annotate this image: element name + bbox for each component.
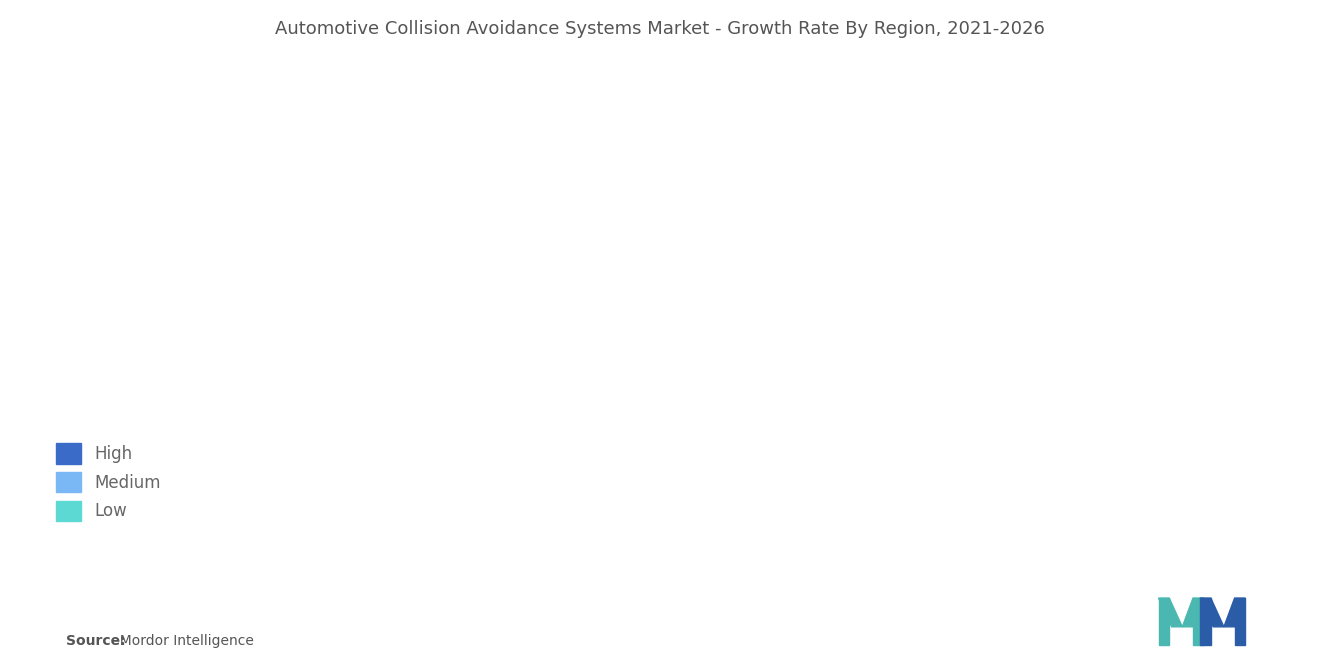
Text: Source:: Source: xyxy=(66,634,125,648)
Text: Automotive Collision Avoidance Systems Market - Growth Rate By Region, 2021-2026: Automotive Collision Avoidance Systems M… xyxy=(275,20,1045,38)
Polygon shape xyxy=(1200,598,1224,627)
Polygon shape xyxy=(1159,598,1170,645)
Polygon shape xyxy=(1159,598,1183,627)
Polygon shape xyxy=(1200,598,1210,645)
Polygon shape xyxy=(1224,598,1245,627)
Polygon shape xyxy=(1234,598,1245,645)
Polygon shape xyxy=(1183,598,1204,627)
Text: Mordor Intelligence: Mordor Intelligence xyxy=(111,634,253,648)
Legend: High, Medium, Low: High, Medium, Low xyxy=(48,435,169,529)
Polygon shape xyxy=(1193,598,1204,645)
